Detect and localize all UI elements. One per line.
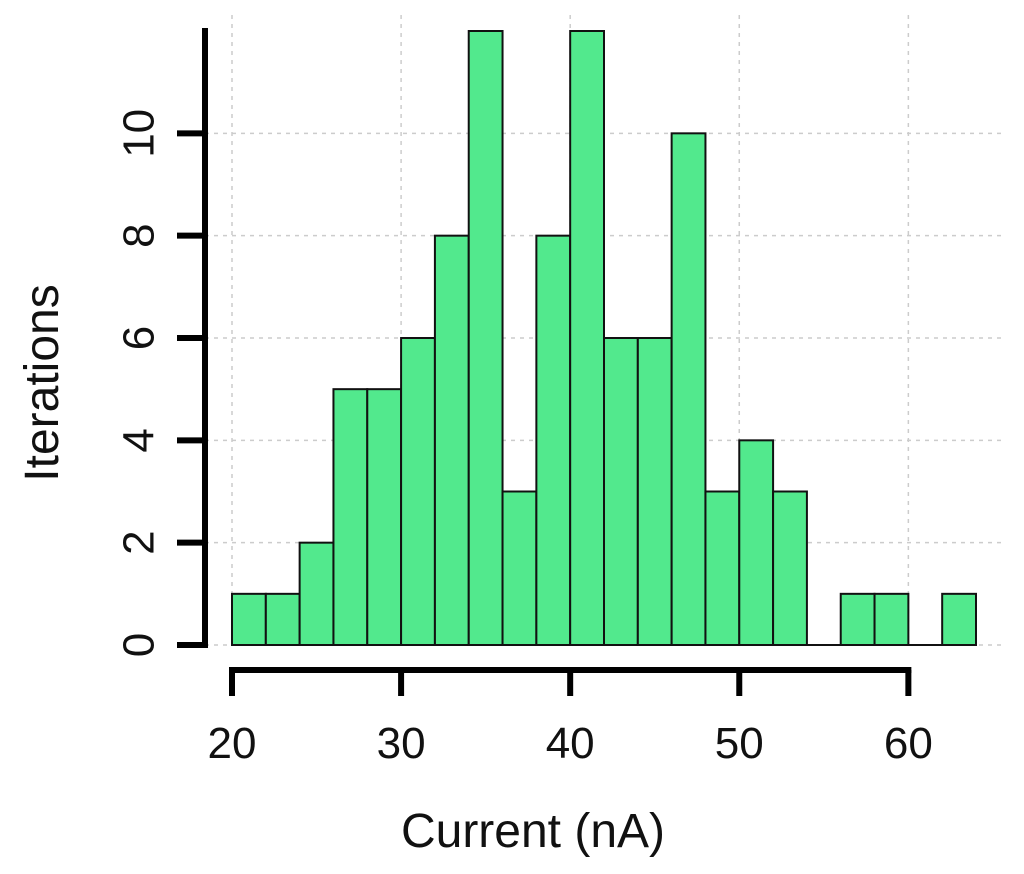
histogram-bar [670,132,707,646]
x-tick-label: 40 [546,719,595,768]
histogram-bar [332,388,369,646]
histogram-bar [704,490,741,646]
histogram-bar [433,234,470,647]
histogram-bar [941,592,978,646]
histogram-bar [501,490,538,646]
x-axis: 20 30 40 50 60 [208,667,933,768]
x-tick-label: 50 [715,719,764,768]
y-tick-label: 2 [115,530,164,554]
x-tick-label: 20 [208,719,257,768]
histogram-bar [535,234,572,647]
histogram-bar [264,592,301,646]
histogram-bar [231,592,267,646]
histogram-bar [839,592,876,646]
y-tick-label: 8 [115,223,164,247]
histogram-bar [636,337,673,646]
x-tick-label: 60 [884,719,933,768]
histogram-bar [400,337,436,646]
histogram-bar [569,30,606,646]
y-axis-title: Iterations [16,284,69,481]
y-tick-label: 6 [115,326,164,350]
y-axis: 0 2 4 6 8 10 [115,28,208,657]
histogram-bar [772,490,808,646]
x-tick-label: 30 [377,719,426,768]
histogram-bar [603,337,639,646]
y-tick-label: 0 [115,633,164,657]
histogram-bar [467,30,504,646]
histogram-bar [366,388,403,646]
histogram-bar [298,541,335,647]
histogram-bar [873,592,910,646]
histogram-bar [738,439,775,647]
x-axis-title: Current (nA) [401,805,665,858]
histogram-bars [231,30,978,647]
y-tick-label: 10 [115,109,164,158]
y-tick-label: 4 [115,428,164,452]
